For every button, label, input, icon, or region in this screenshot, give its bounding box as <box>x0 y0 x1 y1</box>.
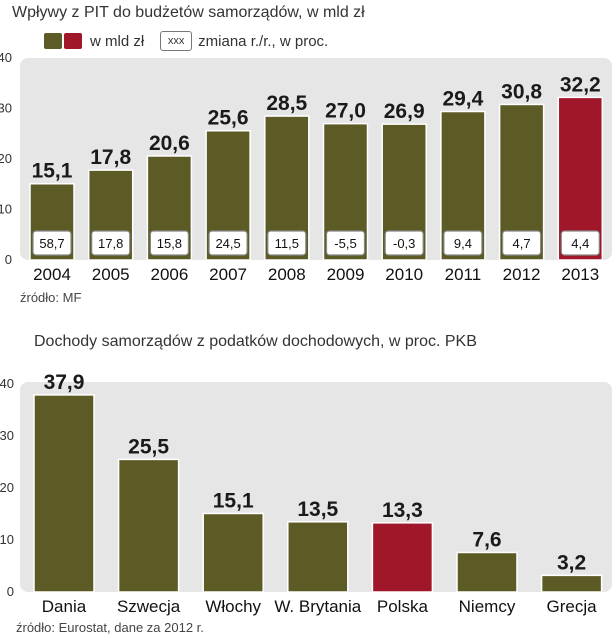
chart1-change-box <box>32 230 72 256</box>
legend-change-box: xxx <box>160 31 193 51</box>
chart1-plot: 0 10 20 30 40 15,1 58,7 2004 17,8 17,8 2005 20,6 15,… <box>0 50 612 284</box>
chart1-ytick-label: 30 <box>0 101 12 116</box>
chart1-year-label: 2009 <box>327 265 365 284</box>
chart1-ytick-label: 20 <box>0 151 12 166</box>
chart2-ytick-label: 0 <box>7 584 14 599</box>
chart1-value-label: 15,1 <box>32 160 73 183</box>
chart1-change-label: 4,7 <box>513 236 531 251</box>
chart1-change-label: 58,7 <box>39 236 64 251</box>
chart1-change-box <box>443 230 483 256</box>
chart2-ytick-label: 30 <box>0 428 14 443</box>
chart1-title: Wpływy z PIT do budżetów samorządów, w m… <box>12 4 365 21</box>
chart1-change-box <box>560 230 600 256</box>
chart1-change-label: -5,5 <box>334 236 356 251</box>
chart1-value-label: 27,0 <box>325 100 366 123</box>
chart2-ytick-label: 40 <box>0 376 14 391</box>
chart2-country-label: W. Brytania <box>274 597 361 616</box>
chart2-bar <box>371 522 434 593</box>
chart2-value-label: 13,5 <box>297 498 338 521</box>
chart1-legend: w mld zł xxx zmiana r./r., w proc. <box>44 30 328 52</box>
chart1-year-label: 2010 <box>385 265 423 284</box>
chart1-change-box <box>267 230 307 256</box>
chart2-value-label: 37,9 <box>44 371 85 394</box>
chart2-value-label: 7,6 <box>472 528 501 551</box>
chart1-change-label: 24,5 <box>215 236 240 251</box>
chart2-value-label: 15,1 <box>213 489 254 512</box>
chart2-country-label: Włochy <box>205 597 261 616</box>
chart1-value-label: 29,4 <box>442 88 483 111</box>
chart2-country-label: Grecja <box>547 597 598 616</box>
chart1-value-label: 25,6 <box>208 107 249 130</box>
chart2-bar <box>33 394 95 593</box>
chart2-title: Dochody samorządów z podatków dochodowyc… <box>34 333 477 350</box>
chart1-year-label: 2004 <box>33 265 71 284</box>
chart2-ytick-label: 10 <box>0 532 14 547</box>
chart1-source: źródło: MF <box>20 290 82 305</box>
chart1-year-label: 2007 <box>209 265 247 284</box>
chart1-ytick-label: 10 <box>0 202 12 217</box>
legend-swatch-olive <box>44 33 62 49</box>
chart1-value-label: 28,5 <box>266 92 307 115</box>
chart2-country-label: Dania <box>42 597 87 616</box>
chart1-value-label: 30,8 <box>501 80 542 103</box>
chart1-ytick-label: 40 <box>0 50 12 65</box>
chart2-bar <box>117 458 180 593</box>
chart1-change-label: -0,3 <box>393 236 415 251</box>
chart2-country-label: Polska <box>377 597 429 616</box>
chart1-change-label: 11,5 <box>275 236 299 251</box>
chart2-bar <box>456 551 518 593</box>
chart1-change-box <box>208 230 248 256</box>
chart1-ytick-label: 0 <box>5 252 12 267</box>
legend-swatch-red <box>64 33 82 49</box>
chart1-year-label: 2008 <box>268 265 306 284</box>
chart1-value-label: 17,8 <box>90 146 131 169</box>
chart2-value-label: 3,2 <box>557 551 586 574</box>
chart1-change-label: 15,8 <box>157 236 182 251</box>
chart1-change-box <box>384 230 424 256</box>
chart1-year-label: 2011 <box>445 265 482 284</box>
chart1-change-label: 17,8 <box>98 236 123 251</box>
chart1-year-label: 2013 <box>561 265 599 284</box>
chart1-value-label: 32,2 <box>560 73 601 96</box>
chart1-year-label: 2012 <box>503 265 541 284</box>
chart2-bar <box>202 512 264 593</box>
chart1-change-box <box>502 230 542 256</box>
chart1-change-box <box>149 230 189 256</box>
chart2-country-label: Szwecja <box>117 597 181 616</box>
chart1-value-label: 20,6 <box>149 132 190 155</box>
chart1-change-label: 9,4 <box>454 236 472 251</box>
legend-change-label: zmiana r./r., w proc. <box>198 32 329 50</box>
chart2-country-label: Niemcy <box>459 597 516 616</box>
chart1-year-label: 2005 <box>92 265 130 284</box>
legend-value-label: w mld zł <box>90 32 145 50</box>
chart1-value-label: 26,9 <box>384 100 425 123</box>
chart2-ytick-label: 20 <box>0 480 14 495</box>
chart1-change-label: 4,4 <box>571 236 589 251</box>
chart1-year-label: 2006 <box>150 265 188 284</box>
chart2-bar <box>287 521 349 593</box>
chart1-change-box <box>91 230 131 256</box>
chart2-source: źródło: Eurostat, dane za 2012 r. <box>16 620 204 635</box>
chart1-change-box <box>325 230 366 256</box>
chart2-value-label: 13,3 <box>382 499 423 522</box>
chart2-bar <box>540 574 603 593</box>
chart2-value-label: 25,5 <box>128 435 169 458</box>
